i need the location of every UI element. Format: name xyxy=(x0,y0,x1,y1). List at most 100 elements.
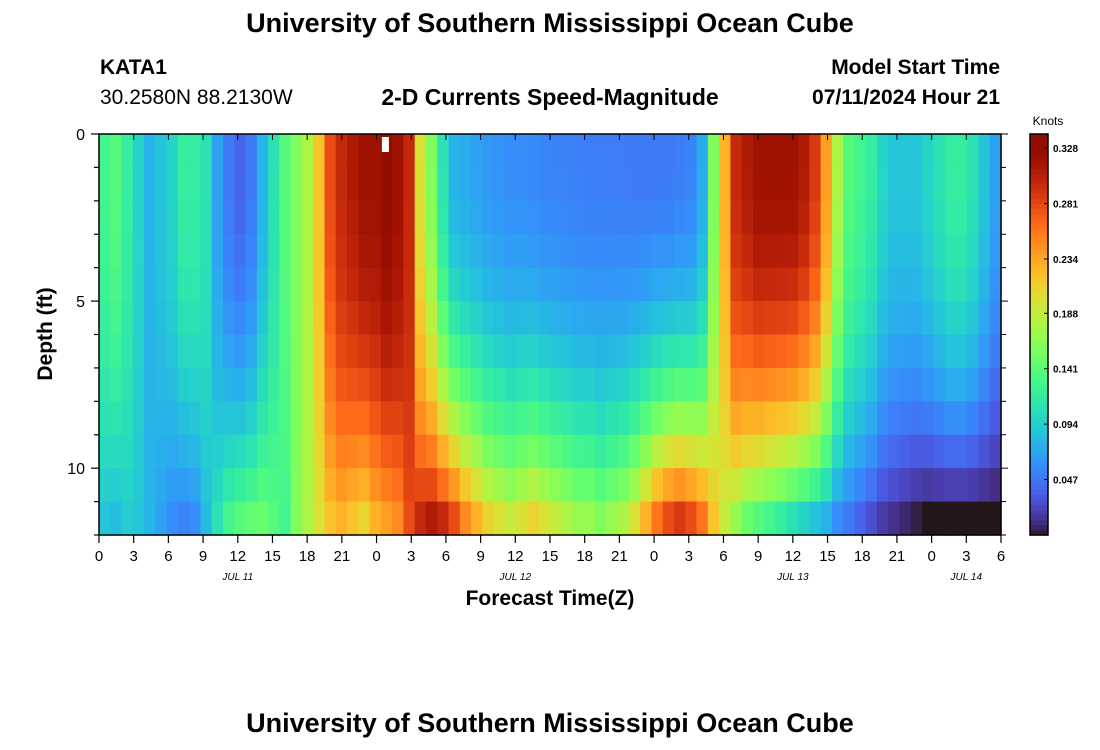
heatmap-cell xyxy=(752,267,765,302)
heatmap-cell xyxy=(798,434,810,469)
heatmap-cell xyxy=(899,234,912,269)
heatmap-cell xyxy=(313,301,326,336)
heatmap-cell xyxy=(944,234,957,269)
heatmap-cell xyxy=(967,267,980,302)
heatmap-cell xyxy=(369,434,382,469)
heatmap-cell xyxy=(392,401,405,436)
heatmap-cell xyxy=(144,401,156,436)
heatmap-cell xyxy=(200,167,213,202)
colorbar-segment xyxy=(1030,444,1048,451)
heatmap-cell xyxy=(572,434,585,469)
colorbar-segment xyxy=(1030,389,1048,396)
heatmap-cell xyxy=(279,267,292,302)
heatmap-cell xyxy=(595,301,607,336)
heatmap-cell xyxy=(662,334,675,369)
x-tick-label: 0 xyxy=(650,548,658,565)
heatmap-cell xyxy=(132,267,145,302)
heatmap-cell xyxy=(223,501,235,536)
heatmap-cell xyxy=(707,501,720,536)
heatmap-cell xyxy=(572,401,585,436)
heatmap-cell xyxy=(290,301,303,336)
heatmap-cell xyxy=(640,367,653,402)
heatmap-cell xyxy=(730,334,743,369)
heatmap-cell xyxy=(798,200,810,235)
heatmap-cell xyxy=(110,234,123,269)
heatmap-cell xyxy=(527,334,540,369)
heatmap-cell xyxy=(99,501,111,536)
heatmap-cell xyxy=(177,501,190,536)
heatmap-cell xyxy=(786,334,799,369)
heatmap-cell xyxy=(606,301,619,336)
heatmap-cell xyxy=(696,401,709,436)
heatmap-cell xyxy=(583,301,596,336)
heatmap-cell xyxy=(347,334,359,369)
heatmap-cell xyxy=(493,468,506,503)
heatmap-cell xyxy=(527,401,540,436)
heatmap-cell xyxy=(482,267,495,302)
heatmap-cell xyxy=(843,167,856,202)
heatmap-cell xyxy=(268,401,281,436)
heatmap-cell xyxy=(482,401,495,436)
heatmap-cell xyxy=(820,167,833,202)
heatmap-cell xyxy=(752,468,765,503)
heatmap-cell xyxy=(752,167,765,202)
heatmap-cell xyxy=(527,301,540,336)
heatmap-cell xyxy=(820,234,833,269)
colorbar-segment xyxy=(1030,199,1048,205)
heatmap-cell xyxy=(516,234,529,269)
heatmap-cell xyxy=(752,501,765,536)
colorbar: 0.328 0.281 0.234 0.188 0.141 0.094 0.047 xyxy=(1029,133,1078,536)
heatmap-cell xyxy=(448,501,461,536)
heatmap-cell xyxy=(696,501,709,536)
heatmap-cell xyxy=(843,401,856,436)
heatmap-cell xyxy=(899,134,912,169)
heatmap-cell xyxy=(177,200,190,235)
heatmap-cell xyxy=(99,334,111,369)
heatmap-cell xyxy=(437,334,450,369)
heatmap-cell xyxy=(741,367,754,402)
heatmap-cell xyxy=(347,167,359,202)
heatmap-cell xyxy=(223,301,235,336)
heatmap-cell xyxy=(662,367,675,402)
heatmap-cell xyxy=(166,501,179,536)
heatmap-cell xyxy=(425,468,438,503)
heatmap-cell xyxy=(155,301,168,336)
heatmap-cell xyxy=(132,501,145,536)
heatmap-cell xyxy=(144,501,156,536)
heatmap-cell xyxy=(967,301,980,336)
heatmap-cell xyxy=(809,434,822,469)
heatmap-cell xyxy=(369,468,382,503)
heatmap-cell xyxy=(392,200,405,235)
heatmap-cell xyxy=(910,434,923,469)
heatmap-cell xyxy=(899,367,912,402)
heatmap-cell xyxy=(313,401,326,436)
colorbar-segment xyxy=(1030,309,1048,316)
heatmap-cell xyxy=(459,134,472,169)
heatmap-cell xyxy=(256,267,269,302)
heatmap-cell xyxy=(459,367,472,402)
colorbar-segment xyxy=(1030,354,1048,361)
heatmap-cell xyxy=(910,301,923,336)
heatmap-cell xyxy=(234,367,247,402)
colorbar-segment xyxy=(1030,254,1048,260)
heatmap-cell xyxy=(775,367,788,402)
heatmap-cell xyxy=(888,367,901,402)
heatmap-cell xyxy=(967,134,980,169)
heatmap-cell xyxy=(561,134,574,169)
heatmap-cell xyxy=(933,234,946,269)
heatmap-cell xyxy=(854,434,867,469)
colorbar-segment xyxy=(1030,234,1048,240)
heatmap-cell xyxy=(110,200,123,235)
heatmap-cell xyxy=(628,468,641,503)
heatmap-cell xyxy=(380,334,393,369)
heatmap-cell xyxy=(358,334,371,369)
heatmap-cell xyxy=(572,134,585,169)
heatmap-cell xyxy=(313,134,326,169)
heatmap-cell xyxy=(166,234,179,269)
heatmap-cell xyxy=(538,167,551,202)
heatmap-cell xyxy=(403,334,416,369)
heatmap-cell xyxy=(561,200,574,235)
heatmap-cell xyxy=(538,334,551,369)
heatmap-cell xyxy=(843,367,856,402)
colorbar-segment xyxy=(1030,274,1048,280)
